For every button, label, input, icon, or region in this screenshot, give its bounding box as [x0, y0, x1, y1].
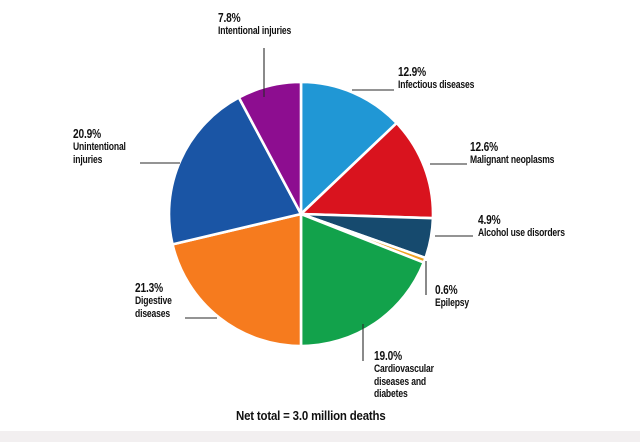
- pie-slice-intentional-injuries: [237, 80, 303, 216]
- pie-slice-malignant-neoplasms: [299, 121, 435, 220]
- slice-label-digestive-diseases: 21.3% Digestive diseases: [135, 281, 182, 320]
- slice-name: Alcohol use disorders: [478, 227, 565, 239]
- pie-slice-cardiovascular-diseases-and-diabetes: [299, 212, 426, 348]
- slice-percentage: 12.9%: [398, 64, 426, 79]
- net-total-label: Net total = 3.0 million deaths: [236, 408, 386, 423]
- slice-label-alcohol-use-disorders: 4.9% Alcohol use disorders: [478, 213, 595, 240]
- slice-label-malignant-neoplasms: 12.6% Malignant neoplasms: [470, 140, 587, 167]
- pie-slice-infectious-diseases: [299, 80, 398, 216]
- pie-slice-unintentional-injuries: [167, 96, 303, 246]
- slice-name: Infectious diseases: [398, 79, 475, 91]
- slice-name: Intentional injuries: [218, 25, 292, 37]
- slice-name: Unintentional injuries: [73, 141, 126, 166]
- slice-name: Digestive diseases: [135, 295, 172, 320]
- pie-slices: [167, 80, 435, 348]
- slice-label-epilepsy: 0.6% Epilepsy: [435, 283, 497, 310]
- slice-percentage: 7.8%: [218, 10, 241, 25]
- slice-label-intentional-injuries: 7.8% Intentional injuries: [218, 11, 327, 38]
- pie-slice-digestive-diseases: [171, 212, 303, 348]
- leader-lines: [140, 48, 473, 361]
- slice-label-cardiovascular-diseases-and-diabetes: 19.0% Cardiovascular diseases and diabet…: [374, 349, 440, 401]
- slice-percentage: 0.6%: [435, 282, 458, 297]
- bottom-page-band: [0, 431, 640, 442]
- slice-percentage: 12.6%: [470, 139, 498, 154]
- slice-name: Malignant neoplasms: [470, 154, 555, 166]
- slice-percentage: 19.0%: [374, 348, 402, 363]
- slice-percentage: 21.3%: [135, 280, 163, 295]
- slice-percentage: 4.9%: [478, 212, 501, 227]
- slice-label-unintentional-injuries: 20.9% Unintentional injuries: [73, 127, 139, 166]
- slice-label-infectious-diseases: 12.9% Infectious diseases: [398, 65, 499, 92]
- slice-name: Cardiovascular diseases and diabetes: [374, 363, 434, 400]
- slice-name: Epilepsy: [435, 297, 470, 309]
- slice-percentage: 20.9%: [73, 126, 101, 141]
